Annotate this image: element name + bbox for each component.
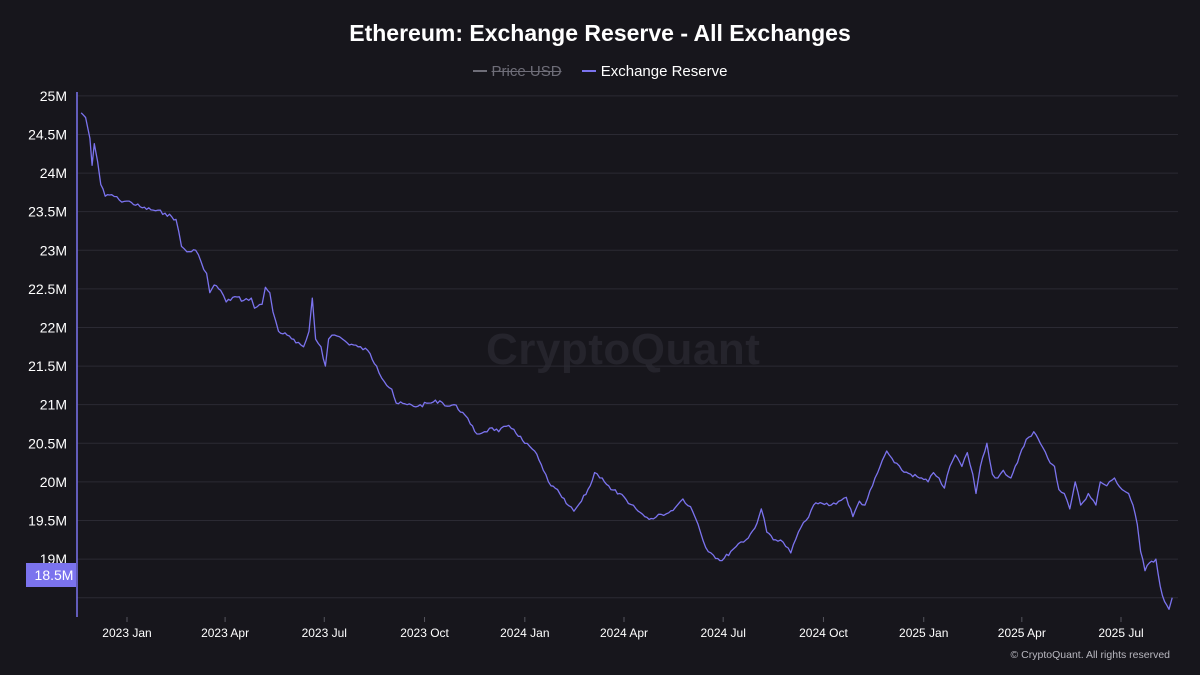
chart-legend: Price USD Exchange Reserve <box>0 59 1200 80</box>
y-tick-label-7: 21.5M <box>28 358 67 374</box>
y-tick-label-5: 22.5M <box>28 281 67 297</box>
legend-swatch-exchange-reserve <box>581 70 596 72</box>
legend-swatch-price-usd <box>472 70 487 72</box>
x-tick-label-9: 2025 Apr <box>998 626 1046 640</box>
current-value-badge: 18.5M <box>26 563 76 587</box>
x-tick-label-2: 2023 Jul <box>302 626 347 640</box>
x-tick-label-5: 2024 Apr <box>600 626 648 640</box>
legend-item-price-usd[interactable]: Price USD <box>472 62 562 80</box>
copyright-notice: © CryptoQuant. All rights reserved <box>1010 649 1170 661</box>
x-tick-label-10: 2025 Jul <box>1098 626 1143 640</box>
legend-label-exchange-reserve: Exchange Reserve <box>600 62 728 80</box>
legend-label-price-usd: Price USD <box>491 62 562 80</box>
series-line-exchange-reserve <box>80 112 1173 610</box>
current-value-badge-text: 18.5M <box>35 567 74 583</box>
x-tick-label-6: 2024 Jul <box>700 626 745 640</box>
x-tick-label-0: 2023 Jan <box>102 626 151 640</box>
grid-lines <box>77 95 1178 599</box>
legend-item-exchange-reserve[interactable]: Exchange Reserve <box>581 62 728 80</box>
x-tick-label-4: 2024 Jan <box>500 626 549 640</box>
x-tick-label-1: 2023 Apr <box>201 626 249 640</box>
y-tick-label-10: 20M <box>40 474 67 490</box>
y-tick-label-6: 22M <box>40 319 67 335</box>
x-tick-label-3: 2023 Oct <box>400 626 449 640</box>
current-value-badge-bg <box>26 563 76 587</box>
y-tick-label-0: 25M <box>40 88 67 104</box>
y-tick-label-3: 23.5M <box>28 204 67 220</box>
y-axis-ticks: 25M 24.5M 24M 23.5M 23M 22.5M 22M 21.5M 21M 20.5M… <box>28 88 67 567</box>
y-tick-label-4: 23M <box>40 242 67 258</box>
x-tick-label-8: 2025 Jan <box>899 626 948 640</box>
series-layer <box>80 112 1173 610</box>
y-tick-label-8: 21M <box>40 397 67 413</box>
chart-title: Ethereum: Exchange Reserve - All Exchang… <box>349 20 851 46</box>
y-tick-label-2: 24M <box>40 165 67 181</box>
x-tick-label-7: 2024 Oct <box>799 626 848 640</box>
y-tick-label-11: 19.5M <box>28 512 67 528</box>
y-tick-label-9: 20.5M <box>28 435 67 451</box>
x-axis-ticks: 2023 Jan 2023 Apr 2023 Jul 2023 Oct 2024 Jan… <box>102 617 1144 640</box>
y-tick-label-1: 24.5M <box>28 126 67 142</box>
